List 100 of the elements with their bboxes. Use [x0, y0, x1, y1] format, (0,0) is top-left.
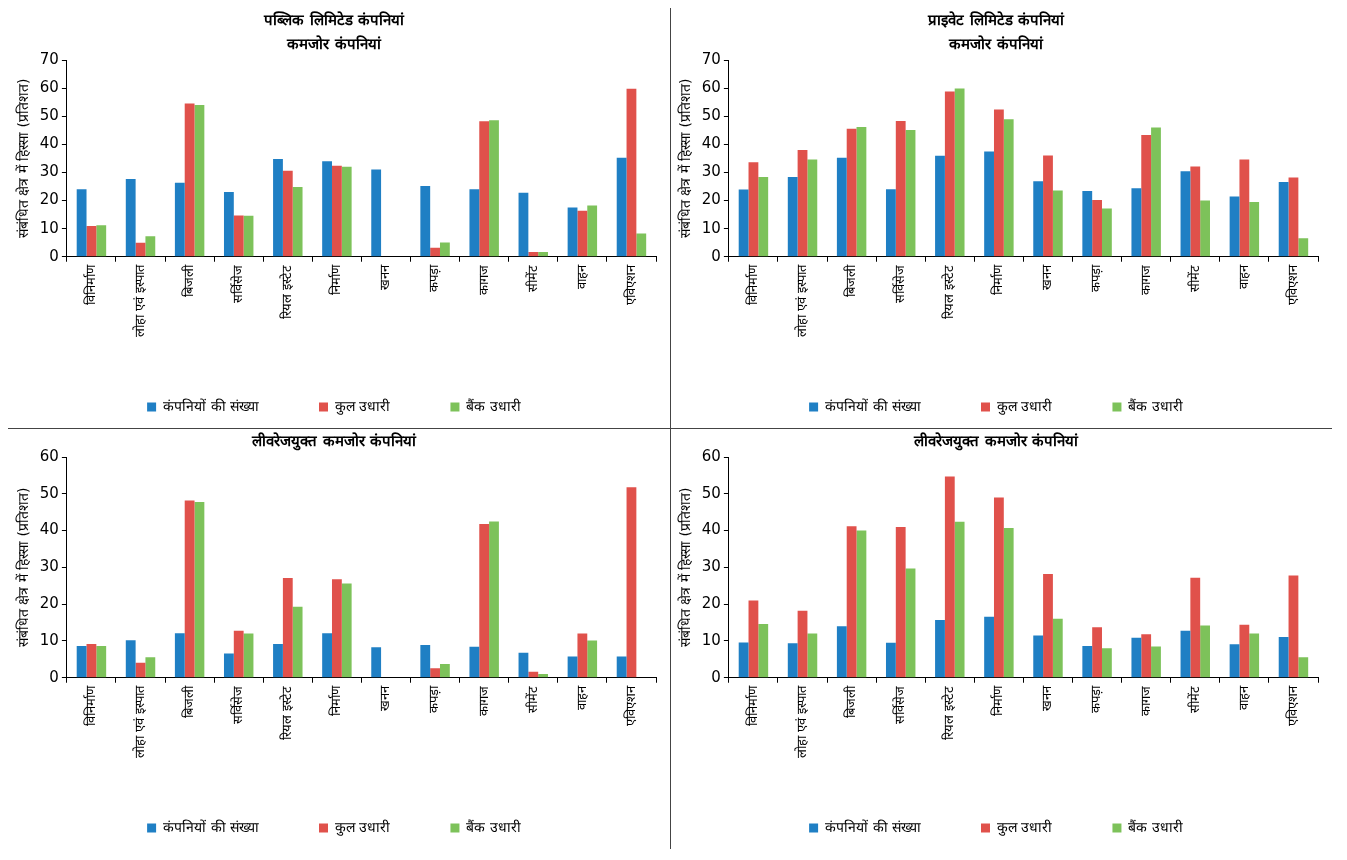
- y-tick-label: 10: [701, 218, 721, 237]
- x-tick-label: कागज: [475, 264, 491, 295]
- chart-title: लीवरेजयुक्त कमजोर कंपनियां: [913, 431, 1079, 451]
- y-tick-label: 50: [39, 483, 59, 502]
- x-tick-label: खनन: [1039, 263, 1055, 290]
- x-tick-label: विनिर्माण: [82, 684, 98, 726]
- y-tick-label: 70: [701, 49, 721, 68]
- x-tick-label: खनन: [377, 684, 393, 711]
- y-tick-label: 0: [711, 246, 721, 265]
- x-tick-label: कपड़ा: [1088, 263, 1104, 292]
- legend-label: कुल उधारी: [997, 397, 1053, 415]
- x-tick-label: रियल इस्टेट: [279, 685, 295, 740]
- y-tick-label: 0: [49, 246, 59, 265]
- legend-label: बैंक उधारी: [466, 818, 521, 835]
- x-tick-label: सर्विसेज: [892, 264, 908, 303]
- legend-label: बैंक उधारी: [466, 397, 521, 414]
- x-tick-label: विनिर्माण: [82, 263, 98, 305]
- x-tick-label: सर्विसेज: [230, 264, 246, 303]
- chart-subtitle: कमजोर कंपनियां: [948, 34, 1044, 53]
- x-tick-label: एविएशन: [622, 684, 638, 726]
- legend-label: कंपनियों की संख्या: [825, 397, 922, 414]
- y-tick-label: 20: [701, 190, 721, 209]
- y-tick-label: 30: [39, 557, 59, 576]
- x-tick-label: बिजली: [842, 684, 858, 718]
- y-tick-label: 40: [701, 520, 721, 539]
- chart-title: प्राइवेट लिमिटेड कंपनियां: [927, 10, 1065, 29]
- y-tick-label: 60: [39, 78, 59, 96]
- x-tick-label: सीमेंट: [524, 685, 540, 713]
- x-tick-label: सीमेंट: [524, 264, 540, 292]
- x-tick-label: वाहन: [1235, 684, 1251, 710]
- x-tick-label: विनिर्माण: [744, 684, 760, 726]
- x-tick-label: सीमेंट: [1186, 264, 1202, 292]
- y-tick-label: 10: [39, 630, 59, 649]
- x-tick-label: रियल इस्टेट: [279, 264, 295, 319]
- x-tick-label: निर्माण: [328, 263, 344, 295]
- x-tick-label: कपड़ा: [426, 684, 442, 713]
- x-tick-label: सर्विसेज: [230, 685, 246, 724]
- x-tick-label: बिजली: [842, 263, 858, 297]
- legend-label: कंपनियों की संख्या: [163, 818, 260, 835]
- y-tick-label: 30: [39, 162, 59, 181]
- y-tick-label: 10: [701, 630, 721, 649]
- y-tick-label: 60: [39, 446, 59, 465]
- x-tick-label: सीमेंट: [1186, 685, 1202, 713]
- x-tick-label: बिजली: [180, 263, 196, 297]
- x-tick-label: कागज: [1137, 264, 1153, 295]
- y-tick-label: 40: [39, 520, 59, 539]
- x-tick-label: वाहन: [1235, 263, 1251, 289]
- x-tick-label: लोहा एवं इस्पात: [131, 263, 147, 337]
- legend-label: कुल उधारी: [335, 818, 391, 836]
- y-tick-label: 60: [701, 78, 721, 96]
- legend-label: कुल उधारी: [335, 397, 391, 415]
- y-axis-title: संबंधित क्षेत्र में हिस्सा (प्रतिशत): [15, 78, 32, 239]
- y-tick-label: 60: [701, 446, 721, 465]
- x-tick-label: रियल इस्टेट: [941, 264, 957, 319]
- x-tick-label: लोहा एवं इस्पात: [131, 684, 147, 758]
- x-tick-label: खनन: [1039, 684, 1055, 711]
- chart-subtitle: कमजोर कंपनियां: [286, 34, 382, 53]
- y-axis-title: संबंधित क्षेत्र में हिस्सा (प्रतिशत): [15, 487, 32, 648]
- y-tick-label: 0: [49, 667, 59, 686]
- y-tick-label: 40: [701, 134, 721, 153]
- x-tick-label: कपड़ा: [426, 263, 442, 292]
- x-tick-label: लोहा एवं इस्पात: [793, 263, 809, 337]
- y-tick-label: 20: [39, 594, 59, 613]
- chart-title: पब्लिक लिमिटेड कंपनियां: [263, 10, 405, 29]
- legend-label: बैंक उधारी: [1128, 818, 1183, 835]
- y-tick-label: 20: [701, 594, 721, 613]
- y-tick-label: 70: [39, 49, 59, 68]
- x-tick-label: सर्विसेज: [892, 685, 908, 724]
- y-tick-label: 30: [701, 162, 721, 181]
- x-tick-label: कपड़ा: [1088, 684, 1104, 713]
- x-tick-label: निर्माण: [990, 684, 1006, 716]
- y-tick-label: 30: [701, 557, 721, 576]
- x-tick-label: वाहन: [573, 263, 589, 289]
- legend-label: कंपनियों की संख्या: [825, 818, 922, 835]
- y-tick-label: 20: [39, 190, 59, 209]
- y-tick-label: 10: [39, 218, 59, 237]
- x-tick-label: बिजली: [180, 684, 196, 718]
- x-tick-label: खनन: [377, 263, 393, 290]
- x-tick-label: निर्माण: [990, 263, 1006, 295]
- chart-title: लीवरेजयुक्त कमजोर कंपनियां: [251, 431, 417, 451]
- x-tick-label: एविएशन: [1284, 684, 1300, 726]
- y-tick-label: 40: [39, 134, 59, 153]
- x-tick-label: कागज: [475, 685, 491, 716]
- x-tick-label: वाहन: [573, 684, 589, 710]
- y-tick-label: 50: [39, 106, 59, 125]
- x-tick-label: विनिर्माण: [744, 263, 760, 305]
- y-axis-title: संबंधित क्षेत्र में हिस्सा (प्रतिशत): [677, 78, 694, 239]
- legend-label: कुल उधारी: [997, 818, 1053, 836]
- x-tick-label: रियल इस्टेट: [941, 685, 957, 740]
- x-tick-label: कागज: [1137, 685, 1153, 716]
- legend-label: बैंक उधारी: [1128, 397, 1183, 414]
- x-tick-label: एविएशन: [622, 263, 638, 305]
- x-tick-label: एविएशन: [1284, 263, 1300, 305]
- y-tick-label: 50: [701, 106, 721, 125]
- legend-label: कंपनियों की संख्या: [163, 397, 260, 414]
- y-tick-label: 50: [701, 483, 721, 502]
- y-tick-label: 0: [711, 667, 721, 686]
- y-axis-title: संबंधित क्षेत्र में हिस्सा (प्रतिशत): [677, 487, 694, 648]
- x-tick-label: लोहा एवं इस्पात: [793, 684, 809, 758]
- x-tick-label: निर्माण: [328, 684, 344, 716]
